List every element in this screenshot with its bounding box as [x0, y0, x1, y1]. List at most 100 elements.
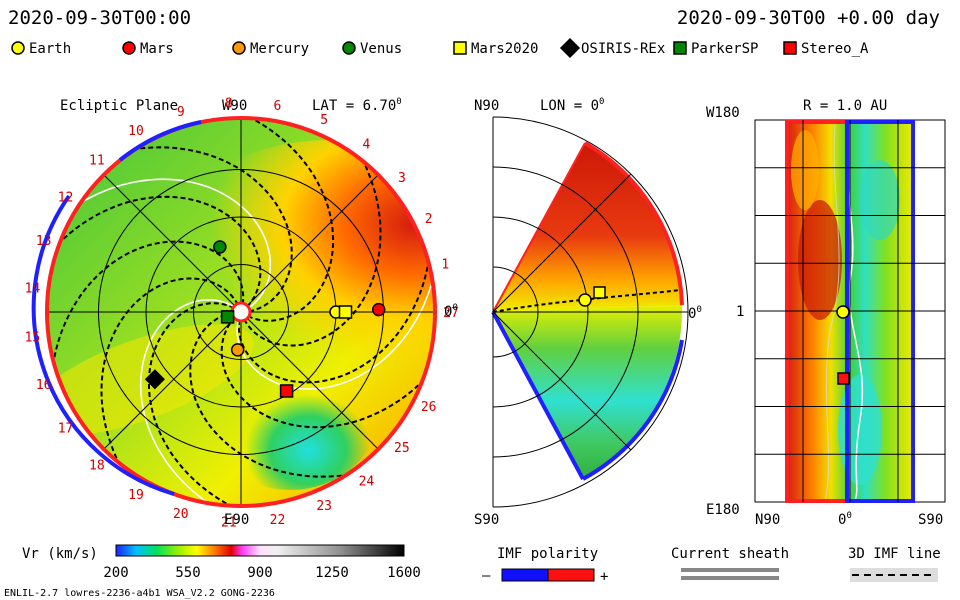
ecliptic-stereo-a-marker — [279, 384, 294, 398]
carrington-label-5: 5 — [320, 113, 328, 128]
carrington-label-22: 22 — [270, 513, 286, 528]
colorbar-tick-550: 550 — [175, 565, 200, 581]
ecliptic-negative-polarity-arc — [31, 194, 175, 496]
meridional-title: LON = 00 — [540, 97, 604, 114]
legend-venus-marker — [342, 41, 356, 55]
colorbar-tick-900: 900 — [247, 565, 272, 581]
carrington-label-4: 4 — [362, 138, 370, 153]
map-x-label-s90: S90 — [918, 512, 943, 528]
footer-version: ENLIL-2.7 lowres-2236-a4b1 WSA_V2.2 GONG… — [4, 588, 275, 599]
map-top-label: W180 — [706, 105, 740, 121]
meridional-right-label: 00 — [688, 305, 702, 322]
imf-positive-swatch — [547, 568, 595, 582]
legend-osiris-rex-label: OSIRIS-REx — [581, 41, 665, 57]
carrington-label-26: 26 — [421, 400, 437, 415]
current-sheath-legend: Current sheath — [671, 546, 789, 580]
legend-mars2020-marker — [453, 41, 467, 55]
carrington-label-11: 11 — [89, 153, 105, 168]
carrington-label-14: 14 — [25, 282, 41, 297]
legend-parkersp-label: ParkerSP — [691, 41, 758, 57]
legend-venus-label: Venus — [360, 41, 402, 57]
colorbar-tick-1600: 1600 — [387, 565, 421, 581]
imf-line-label: 3D IMF line — [848, 546, 941, 562]
carrington-label-1: 1 — [441, 258, 449, 273]
legend-earth-label: Earth — [29, 41, 71, 57]
carrington-label-3: 3 — [398, 171, 406, 186]
ecliptic-boundary — [45, 116, 437, 508]
legend-stereo-a-label: Stereo_A — [801, 41, 869, 57]
legend-parkersp-marker — [673, 41, 687, 55]
legend-osiris-rex-marker — [559, 37, 581, 59]
meridional-north-wedge — [493, 143, 682, 312]
carrington-label-2: 2 — [425, 212, 433, 227]
carrington-label-15: 15 — [25, 330, 41, 345]
colorbar-ramp — [115, 544, 405, 557]
meridional-bottom-label: S90 — [474, 512, 499, 528]
legend-earth-marker — [11, 41, 25, 55]
ecliptic-mercury-marker — [230, 343, 245, 357]
carrington-label-24: 24 — [359, 474, 375, 489]
r-map-panel: R = 1.0 AU W180 E180 1 N90 00 S90 — [706, 98, 946, 528]
carrington-label-23: 23 — [316, 499, 332, 514]
carrington-label-19: 19 — [128, 488, 144, 503]
legend-mars-marker — [122, 41, 136, 55]
colorbar-tick-1250: 1250 — [315, 565, 349, 581]
carrington-label-17: 17 — [58, 421, 74, 436]
legend-mercury-label: Mercury — [250, 41, 309, 57]
legend-mars-label: Mars — [140, 41, 174, 57]
carrington-label-9: 9 — [177, 105, 185, 120]
right-timestamp: 2020-09-30T00 +0.00 day — [677, 7, 940, 29]
legend-stereo-a-marker — [783, 41, 797, 55]
meridional-south-wedge — [493, 305, 683, 479]
ecliptic-mars-marker — [371, 302, 386, 317]
imf-line-legend: 3D IMF line — [848, 546, 941, 582]
carrington-label-20: 20 — [173, 507, 189, 522]
carrington-label-27: 27 — [443, 306, 459, 321]
ecliptic-lat-label: LAT = 6.700 — [312, 97, 402, 114]
meridional-earth-marker — [578, 293, 592, 307]
colorbar-label: Vr (km/s) — [22, 546, 98, 562]
vr-colorbar: Vr (km/s) 200 550 900 1250 1600 — [22, 544, 421, 581]
imf-minus-sign: – — [482, 568, 491, 584]
imf-polarity-legend: IMF polarity – + — [482, 546, 608, 585]
map-x-label-n90: N90 — [755, 512, 780, 528]
ecliptic-parkersp-marker — [220, 310, 235, 324]
map-x-label-0: 00 — [838, 511, 852, 528]
ecliptic-bottom-label: E90 — [224, 512, 249, 528]
current-sheath-label: Current sheath — [671, 546, 789, 562]
carrington-label-6: 6 — [274, 99, 282, 114]
sun-marker — [230, 301, 252, 323]
carrington-label-25: 25 — [394, 441, 410, 456]
ecliptic-plane-panel: Ecliptic Plane W90 LAT = 6.700 271234568… — [25, 96, 459, 531]
ecliptic-venus-marker — [213, 240, 227, 254]
map-mid-label: 1 — [736, 304, 744, 320]
map-title: R = 1.0 AU — [803, 98, 887, 114]
ecliptic-top-label: W90 — [222, 98, 247, 114]
ecliptic-osiris-rex-marker — [144, 369, 165, 390]
ecliptic-title: Ecliptic Plane — [60, 98, 178, 114]
imf-plus-sign: + — [600, 569, 608, 585]
colorbar-tick-200: 200 — [103, 565, 128, 581]
left-timestamp: 2020-09-30T00:00 — [8, 7, 191, 29]
legend-mars2020-label: Mars2020 — [471, 41, 538, 57]
imf-negative-swatch — [501, 568, 549, 582]
legend-mercury-marker — [232, 41, 246, 55]
carrington-label-16: 16 — [36, 378, 52, 393]
body-legend: Earth Mars Mercury Venus Mars2020 OSIRIS-REx P… — [11, 37, 869, 59]
map-stereo-a-marker — [837, 372, 850, 385]
map-bottom-label: E180 — [706, 502, 740, 518]
carrington-label-21: 21 — [221, 516, 237, 531]
meridional-top-label: N90 — [474, 98, 499, 114]
carrington-label-8: 8 — [225, 96, 233, 111]
carrington-label-10: 10 — [128, 124, 144, 139]
ecliptic-mars2020-marker — [338, 305, 353, 319]
ecliptic-right-label: 00 — [444, 303, 458, 320]
carrington-label-18: 18 — [89, 459, 105, 474]
meridional-panel: N90 LON = 00 00 S90 — [474, 97, 702, 528]
carrington-label-12: 12 — [58, 191, 74, 206]
carrington-label-13: 13 — [36, 234, 52, 249]
meridional-mars2020-marker — [593, 286, 606, 299]
imf-polarity-label: IMF polarity — [497, 546, 598, 562]
map-earth-marker — [836, 305, 850, 319]
